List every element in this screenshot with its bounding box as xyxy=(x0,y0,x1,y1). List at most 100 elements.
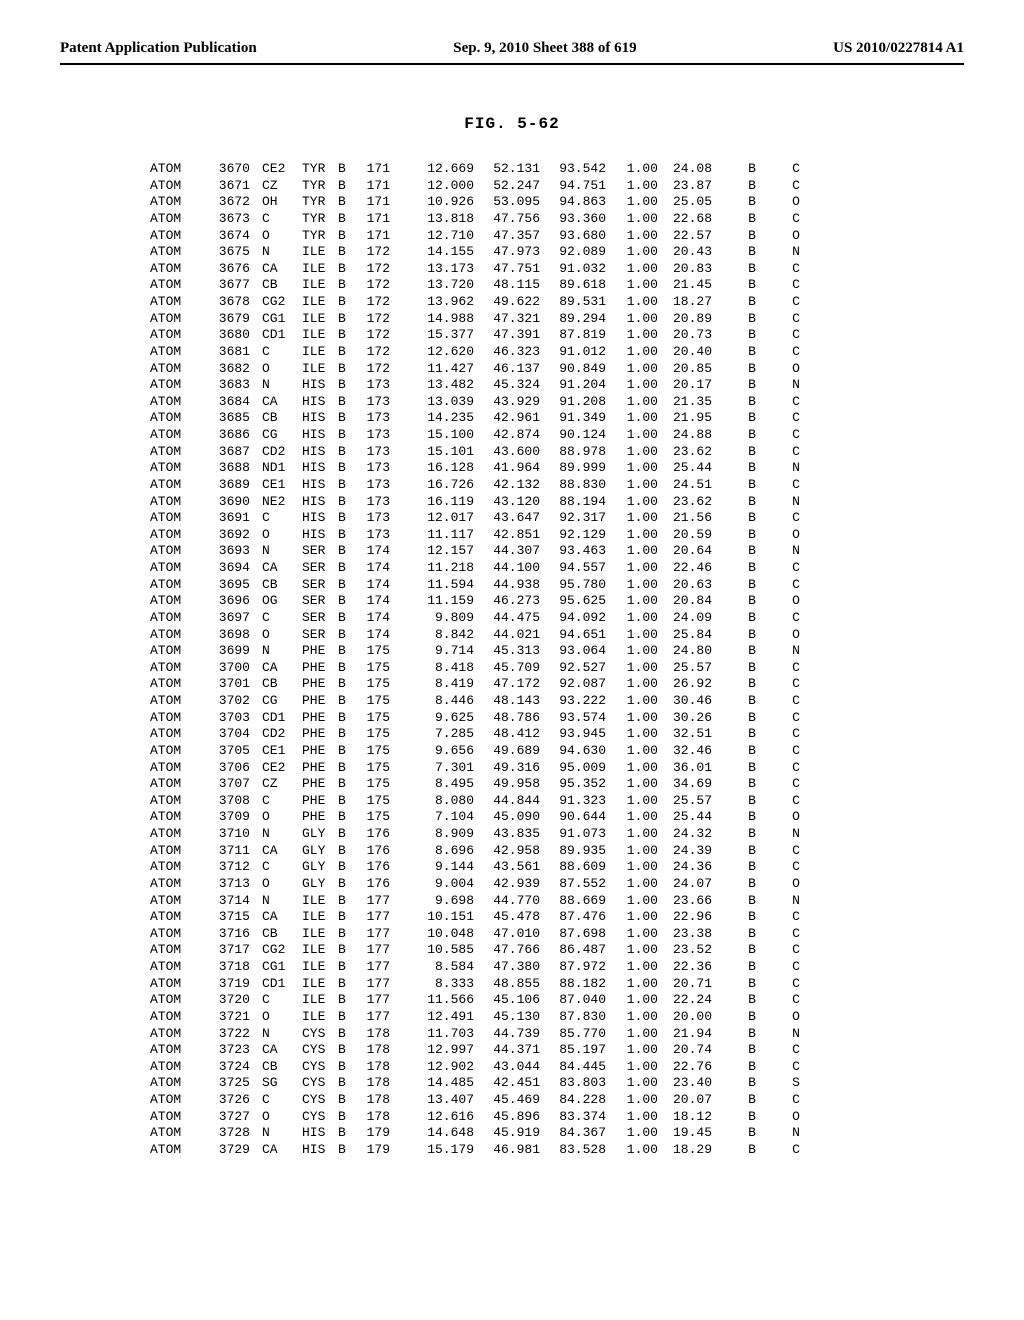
cell: 1.00 xyxy=(606,394,658,411)
cell: O xyxy=(262,627,302,644)
cell: CYS xyxy=(302,1075,338,1092)
cell: 14.648 xyxy=(408,1125,474,1142)
cell: 1.00 xyxy=(606,627,658,644)
cell: B xyxy=(338,627,352,644)
table-row: ATOM3717CG2ILEB17710.58547.76686.4871.00… xyxy=(150,942,964,959)
cell: PHE xyxy=(302,793,338,810)
cell: 24.80 xyxy=(658,643,740,660)
cell: 47.756 xyxy=(474,211,540,228)
cell: ATOM xyxy=(150,643,198,660)
cell: C xyxy=(764,660,808,677)
cell: C xyxy=(764,344,808,361)
cell: 1.00 xyxy=(606,527,658,544)
cell: 22.24 xyxy=(658,992,740,1009)
cell: B xyxy=(740,194,764,211)
cell: B xyxy=(338,361,352,378)
cell: 47.010 xyxy=(474,926,540,943)
cell: 9.004 xyxy=(408,876,474,893)
table-row: ATOM3723CACYSB17812.99744.37185.1971.002… xyxy=(150,1042,964,1059)
cell: CA xyxy=(262,394,302,411)
cell: ILE xyxy=(302,992,338,1009)
cell: CD1 xyxy=(262,976,302,993)
cell: 177 xyxy=(352,959,408,976)
cell: C xyxy=(764,959,808,976)
cell: ILE xyxy=(302,311,338,328)
cell: 1.00 xyxy=(606,726,658,743)
cell: C xyxy=(764,261,808,278)
cell: 3729 xyxy=(198,1142,262,1159)
cell: OH xyxy=(262,194,302,211)
cell: PHE xyxy=(302,710,338,727)
table-row: ATOM3690NE2HISB17316.11943.12088.1941.00… xyxy=(150,494,964,511)
cell: C xyxy=(262,344,302,361)
cell: ATOM xyxy=(150,1092,198,1109)
table-row: ATOM3680CD1ILEB17215.37747.39187.8191.00… xyxy=(150,327,964,344)
cell: B xyxy=(740,693,764,710)
cell: PHE xyxy=(302,760,338,777)
table-row: ATOM3720CILEB17711.56645.10687.0401.0022… xyxy=(150,992,964,1009)
cell: 22.36 xyxy=(658,959,740,976)
cell: ATOM xyxy=(150,261,198,278)
cell: 49.958 xyxy=(474,776,540,793)
cell: 34.69 xyxy=(658,776,740,793)
cell: HIS xyxy=(302,527,338,544)
cell: 89.999 xyxy=(540,460,606,477)
cell: 20.73 xyxy=(658,327,740,344)
cell: B xyxy=(338,460,352,477)
cell: O xyxy=(262,1009,302,1026)
cell: C xyxy=(764,327,808,344)
cell: 85.197 xyxy=(540,1042,606,1059)
cell: 175 xyxy=(352,676,408,693)
table-row: ATOM3716CBILEB17710.04847.01087.6981.002… xyxy=(150,926,964,943)
cell: 12.157 xyxy=(408,543,474,560)
cell: O xyxy=(764,627,808,644)
cell: 10.151 xyxy=(408,909,474,926)
cell: CE2 xyxy=(262,161,302,178)
cell: C xyxy=(262,793,302,810)
cell: 20.83 xyxy=(658,261,740,278)
cell: B xyxy=(740,161,764,178)
cell: 12.616 xyxy=(408,1109,474,1126)
cell: 53.095 xyxy=(474,194,540,211)
cell: ATOM xyxy=(150,1142,198,1159)
cell: 13.039 xyxy=(408,394,474,411)
cell: CE1 xyxy=(262,477,302,494)
table-row: ATOM3721OILEB17712.49145.13087.8301.0020… xyxy=(150,1009,964,1026)
header-right: US 2010/0227814 A1 xyxy=(833,40,964,57)
table-row: ATOM3727OCYSB17812.61645.89683.3741.0018… xyxy=(150,1109,964,1126)
cell: 88.182 xyxy=(540,976,606,993)
cell: ATOM xyxy=(150,228,198,245)
cell: CD2 xyxy=(262,726,302,743)
cell: 3721 xyxy=(198,1009,262,1026)
cell: 3687 xyxy=(198,444,262,461)
cell: B xyxy=(338,377,352,394)
cell: O xyxy=(262,1109,302,1126)
cell: 1.00 xyxy=(606,926,658,943)
cell: N xyxy=(764,460,808,477)
cell: ATOM xyxy=(150,294,198,311)
cell: B xyxy=(338,726,352,743)
cell: B xyxy=(740,211,764,228)
table-row: ATOM3675NILEB17214.15547.97392.0891.0020… xyxy=(150,244,964,261)
cell: 1.00 xyxy=(606,161,658,178)
table-row: ATOM3704CD2PHEB1757.28548.41293.9451.003… xyxy=(150,726,964,743)
cell: B xyxy=(740,311,764,328)
cell: B xyxy=(740,710,764,727)
cell: 88.609 xyxy=(540,859,606,876)
cell: 3684 xyxy=(198,394,262,411)
cell: 1.00 xyxy=(606,510,658,527)
cell: 3672 xyxy=(198,194,262,211)
cell: 9.714 xyxy=(408,643,474,660)
cell: C xyxy=(764,1042,808,1059)
cell: 47.321 xyxy=(474,311,540,328)
cell: 172 xyxy=(352,244,408,261)
cell: O xyxy=(764,1109,808,1126)
cell: N xyxy=(262,244,302,261)
cell: B xyxy=(338,610,352,627)
cell: 13.818 xyxy=(408,211,474,228)
cell: 89.531 xyxy=(540,294,606,311)
cell: 3702 xyxy=(198,693,262,710)
cell: 21.95 xyxy=(658,410,740,427)
cell: 45.130 xyxy=(474,1009,540,1026)
cell: 92.087 xyxy=(540,676,606,693)
